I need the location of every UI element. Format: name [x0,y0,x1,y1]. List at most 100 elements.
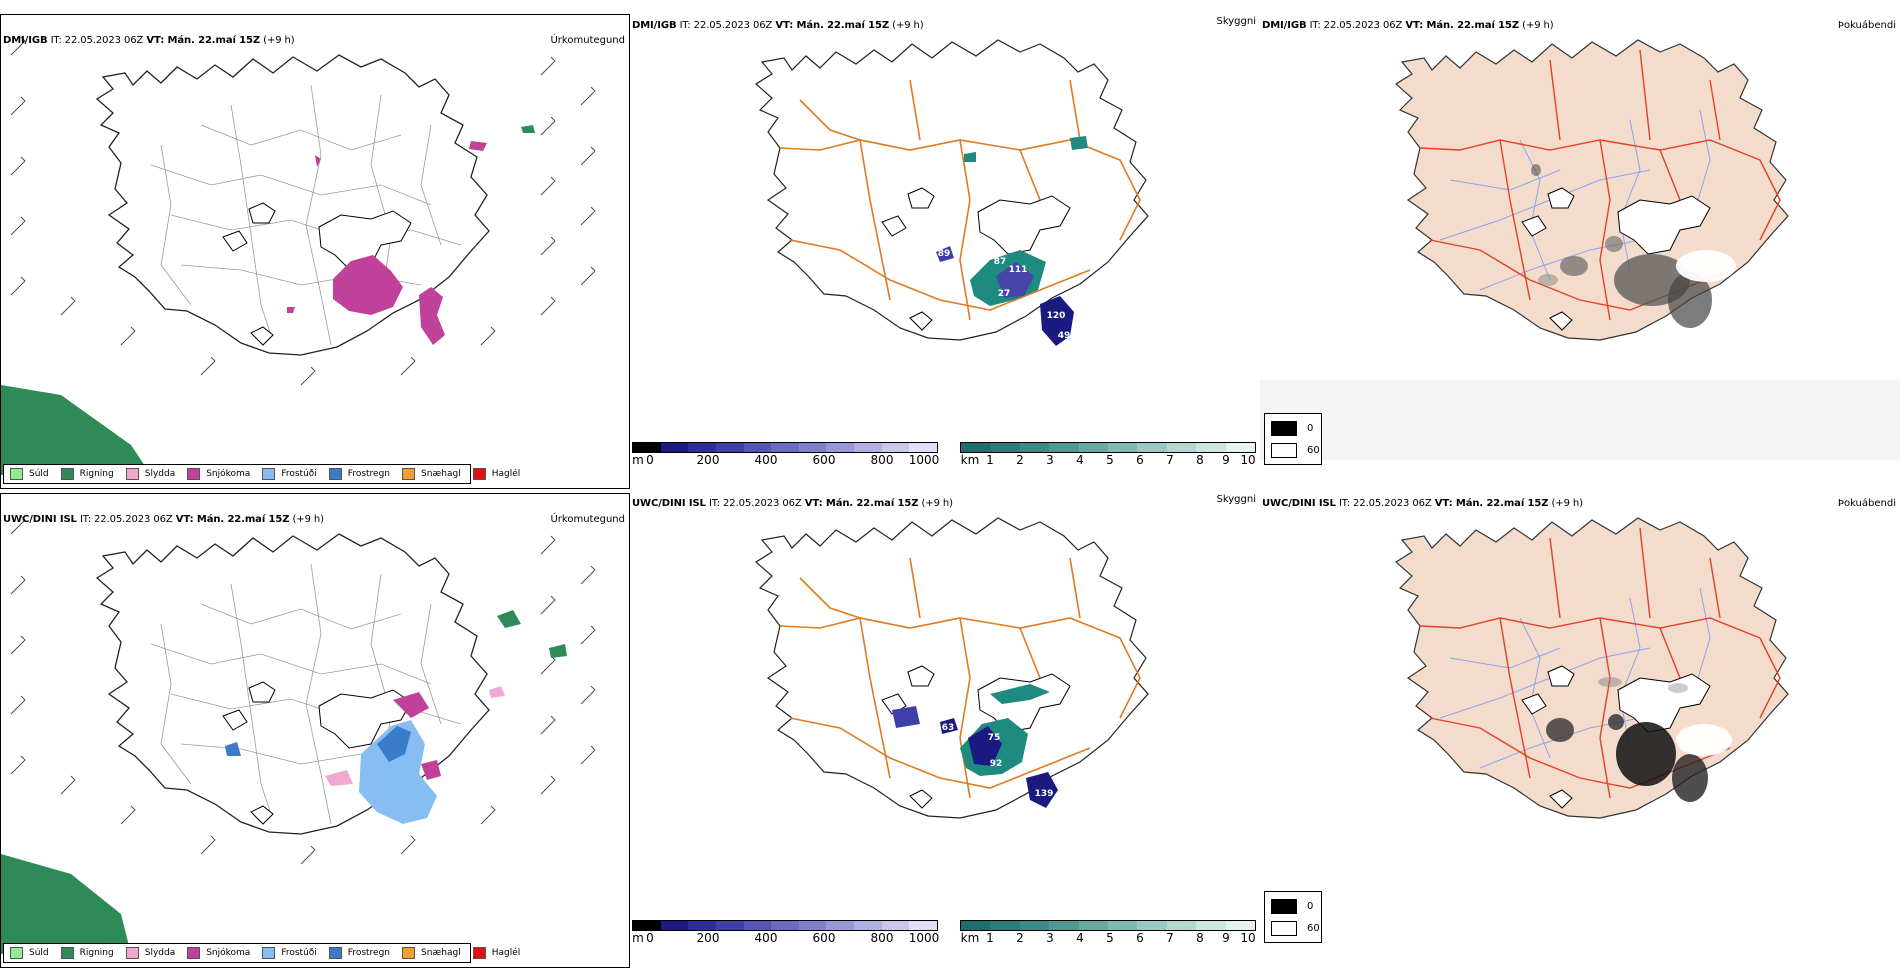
tick: 1 [986,453,994,467]
legend-item: Frostúði [262,947,317,959]
precip-areas [225,610,567,824]
vis-label: 135 [899,749,918,759]
legend-item: Frostregn [328,947,390,959]
visibility-colorbar: km 1 2 3 4 5 6 7 8 9 10 [960,442,1256,467]
tick: 10 [1240,931,1256,945]
legend-item: Slydda [125,947,175,959]
panel-header: DMI/IGB IT: 22.05.2023 06Z VT: Mán. 22.m… [1262,20,1554,31]
vis-label: 49 [1058,331,1071,341]
panel-title: Skyggni [1216,494,1256,505]
tick: 200 [696,453,720,467]
fog-map [1260,39,1900,460]
colorbar-swatches [960,442,1256,453]
ocean-rain-area [1,385,151,475]
legend-item: Rigning [60,947,114,959]
tick: 1000 [908,931,940,945]
vis-label: 111 [1009,265,1028,275]
vis-label: 27 [998,289,1011,299]
vis-label: 63 [942,723,955,733]
tick: 5 [1106,931,1114,945]
panel-title: Þokuábendi [1837,498,1896,509]
ceiling-colorbar: 0 200 400 600 800 1000 m [632,442,940,467]
tick: 4 [1076,931,1084,945]
fog-areas [1546,677,1732,802]
visibility-panel-uwc: 63 75 92 135 211 139 UWC/DINI ISL IT: 22… [630,478,1260,953]
tick: 8 [1196,453,1204,467]
unit: km [960,931,980,945]
tick: 9 [1222,931,1230,945]
fog-map [1395,517,1789,819]
tick: 600 [812,453,836,467]
visibility-colorbar: km 1 2 3 4 5 6 7 8 9 10 [960,920,1256,945]
panel-title: Skyggni [1216,16,1256,27]
tick: 0 [646,453,654,467]
vis-label: 89 [938,249,951,259]
panel-title: Úrkomutegund [550,35,625,46]
legend-item: Haglél [472,947,520,959]
visibility-map: 89 87 111 27 120 49 [755,39,1149,346]
panel-header: DMI/IGB IT: 22.05.2023 06Z VT: Mán. 22.m… [632,20,924,31]
tick: 2 [1016,931,1024,945]
colorbar-swatches [632,442,938,453]
legend-item: Frostregn [328,468,390,480]
tick: 7 [1166,931,1174,945]
tick: 400 [754,931,778,945]
legend-item: Snæhagl [402,468,461,480]
legend-item: Snjókoma [187,947,250,959]
tick: 200 [696,931,720,945]
tick: 800 [870,931,894,945]
precip-type-panel-dmi: DMI/IGB IT: 22.05.2023 06Z VT: Mán. 22.m… [0,14,630,489]
tick: 8 [1196,931,1204,945]
unit: m [632,931,644,945]
fog-areas [1531,164,1736,328]
legend-item: Súld [10,947,49,959]
vis-label: 87 [994,257,1007,267]
fog-index-panel-uwc: UWC/DINI ISL IT: 22.05.2023 06Z VT: Mán.… [1260,478,1900,953]
unit: km [960,453,980,467]
tick: 1 [986,931,994,945]
wind-barbs [10,36,596,386]
tick: 600 [812,931,836,945]
legend-item: Súld [10,468,49,480]
visibility-map: 63 75 92 135 211 139 [755,517,1149,819]
unit: m [632,453,644,467]
low-vis-areas [892,684,1058,808]
panel-header: UWC/DINI ISL IT: 22.05.2023 06Z VT: Mán.… [632,498,953,509]
precip-type-map [1,36,596,475]
panel-header: UWC/DINI ISL IT: 22.05.2023 06Z VT: Mán.… [1262,498,1583,509]
legend-item: Rigning [60,468,114,480]
tick: 800 [870,453,894,467]
vis-label: 139 [1035,789,1054,799]
tick: 1000 [908,453,940,467]
colorbar-swatches [632,920,938,931]
tick: 6 [1136,931,1144,945]
vis-label: 211 [1007,785,1026,795]
tick: 10 [1240,453,1256,467]
precip-type-map [1,515,596,954]
tick: 3 [1046,453,1054,467]
legend-item: Slydda [125,468,175,480]
tick: 3 [1046,931,1054,945]
tick: 9 [1222,453,1230,467]
legend-item: Snjókoma [187,468,250,480]
panel-title: Úrkomutegund [550,514,625,525]
legend-item: Snæhagl [402,947,461,959]
panel-header: UWC/DINI ISL IT: 22.05.2023 06Z VT: Mán.… [3,514,324,525]
vis-label: 92 [990,759,1003,769]
visibility-panel-dmi: 89 87 111 27 120 49 DMI/IGB IT: 22.05.20… [630,0,1260,475]
tick: 2 [1016,453,1024,467]
tick: 7 [1166,453,1174,467]
tick: 400 [754,453,778,467]
fog-legend: 0 60 [1264,891,1322,943]
vis-label: 75 [988,733,1001,743]
legend-item: Haglél [472,468,520,480]
panel-header: DMI/IGB IT: 22.05.2023 06Z VT: Mán. 22.m… [3,35,295,46]
precip-legend: Súld Rigning Slydda Snjókoma Frostúði Fr… [3,943,520,963]
snow-areas [287,141,487,345]
panel-title: Þokuábendi [1837,20,1896,31]
ceiling-colorbar: 0 200 400 600 800 1000 m [632,920,940,945]
tick: 6 [1136,453,1144,467]
low-vis-areas [936,136,1088,346]
precip-type-panel-uwc: UWC/DINI ISL IT: 22.05.2023 06Z VT: Mán.… [0,493,630,968]
tick: 0 [646,931,654,945]
